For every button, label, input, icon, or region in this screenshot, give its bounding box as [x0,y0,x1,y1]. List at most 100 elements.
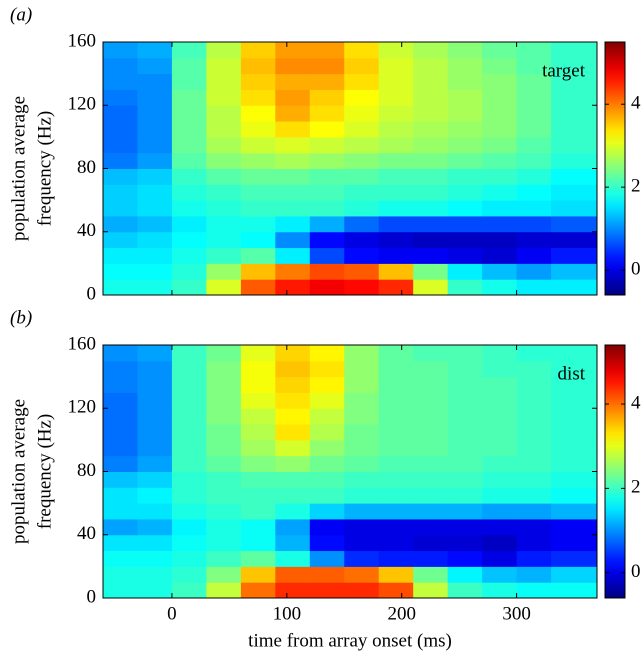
heat-cell [103,455,138,472]
y-tick-label: 80 [77,157,96,178]
heat-cell [206,231,242,249]
heat-cell [447,360,483,378]
heat-cell [275,215,311,233]
heat-cell [516,168,552,185]
heat-cell [344,136,380,154]
heat-cell [447,73,483,90]
heat-cell [103,360,138,378]
heat-cell [447,152,483,169]
heat-cell [206,263,242,280]
heat-cell [309,455,345,472]
heat-cell [240,455,276,472]
heat-cell [103,89,138,106]
heat-cell [240,42,276,59]
heat-cell [206,73,242,90]
heat-cell [103,503,138,520]
heat-cell [551,215,597,233]
heat-cell [309,424,345,441]
heat-cell [240,57,276,75]
heat-cell [447,408,483,425]
heat-cell [206,455,242,472]
heat-cell [413,105,449,122]
heat-cell [344,168,380,185]
heat-cell [240,439,276,457]
heat-cell [171,439,207,457]
heat-cell [171,121,207,138]
heat-cell [482,439,518,457]
heat-cell [103,152,138,169]
heat-cell [171,487,207,504]
heat-cell [344,215,380,233]
y-axis-label: frequency (Hz) [34,414,55,530]
heat-cell [551,136,597,154]
heat-cell [309,503,345,520]
heat-cell [413,168,449,185]
heat-cell [413,487,449,504]
heat-cell [275,376,311,393]
heat-cell [240,121,276,138]
colorbar-tick-label: 0 [631,561,641,582]
heat-cell [344,424,380,441]
heat-cell [447,215,483,233]
heat-cell [378,439,414,457]
heat-cell [309,392,345,409]
heat-cell [516,57,552,75]
heat-cell [309,471,345,488]
heat-cell [378,376,414,393]
heat-cell [137,392,173,409]
heat-cell [137,518,173,536]
heat-cell [447,455,483,472]
heat-cell [551,200,597,217]
heat-cell [516,231,552,249]
heat-cell [378,534,414,552]
heat-cell [309,121,345,138]
heat-cell [240,503,276,520]
heat-cell [103,215,138,233]
heat-cell [240,518,276,536]
heat-cell [275,184,311,201]
heat-cell [413,121,449,138]
heat-cell [551,263,597,280]
heat-cell [378,184,414,201]
heat-cell [447,121,483,138]
heat-cell [309,200,345,217]
y-axis-label: population average [8,96,29,241]
heat-cell [240,392,276,409]
heat-cell [206,89,242,106]
heat-cell [240,215,276,233]
heat-cell [206,184,242,201]
heat-cell [206,471,242,488]
heat-cell [344,279,380,295]
heat-cell [344,392,380,409]
heat-cell [551,424,597,441]
heat-cell [413,566,449,583]
heat-cell [447,424,483,441]
y-tick-label: 0 [87,283,97,304]
heat-cell [413,136,449,154]
heat-cell [275,247,311,264]
heat-cell [171,279,207,295]
heat-cell [551,582,597,598]
heat-cell [171,582,207,598]
heat-cell [275,168,311,185]
heat-cell [309,550,345,567]
heat-cell [413,279,449,295]
heat-cell [482,215,518,233]
heat-cell [516,582,552,598]
heat-cell [171,471,207,488]
heat-cell [344,566,380,583]
heat-cell [344,503,380,520]
heat-cell [344,534,380,552]
heat-cell [516,487,552,504]
heat-cell [378,168,414,185]
heat-cell [275,534,311,552]
heat-cell [516,152,552,169]
heat-cell [137,424,173,441]
heat-cell [206,57,242,75]
heat-cell [275,408,311,425]
heat-cell [482,89,518,106]
heat-cell [344,455,380,472]
heat-cell [516,215,552,233]
heat-cell [516,424,552,441]
heat-cell [378,345,414,362]
